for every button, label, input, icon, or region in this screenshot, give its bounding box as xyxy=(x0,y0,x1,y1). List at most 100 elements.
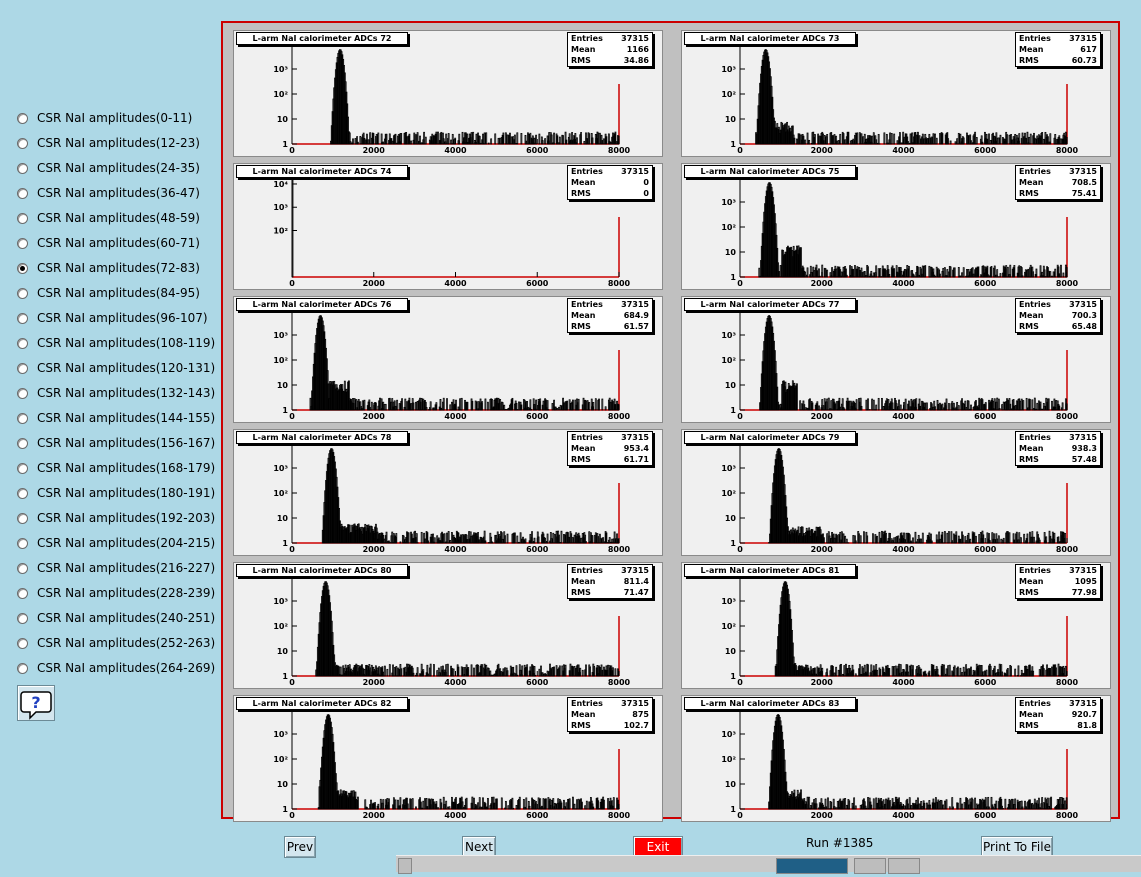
radio-button[interactable] xyxy=(17,238,28,249)
histogram-bin xyxy=(922,533,923,543)
histogram-bin xyxy=(1033,537,1034,543)
x-tick-label: 0 xyxy=(737,412,743,421)
channel-group-label: CSR NaI amplitudes(168-179) xyxy=(37,461,215,475)
histogram-bin xyxy=(371,402,372,410)
radio-button[interactable] xyxy=(17,613,28,624)
radio-button[interactable] xyxy=(17,588,28,599)
histogram-bin xyxy=(881,398,882,410)
channel-group-option[interactable]: CSR NaI amplitudes(228-239) xyxy=(17,583,215,603)
channel-group-option[interactable]: CSR NaI amplitudes(132-143) xyxy=(17,383,215,403)
stats-key: RMS xyxy=(1019,587,1039,598)
histogram-bin xyxy=(378,133,379,144)
histogram-bin xyxy=(873,799,874,809)
radio-button[interactable] xyxy=(17,263,28,274)
stats-value: 1095 xyxy=(1075,576,1097,587)
channel-group-option[interactable]: CSR NaI amplitudes(36-47) xyxy=(17,183,200,203)
channel-group-label: CSR NaI amplitudes(72-83) xyxy=(37,261,200,275)
radio-button[interactable] xyxy=(17,113,28,124)
channel-group-option[interactable]: CSR NaI amplitudes(108-119) xyxy=(17,333,215,353)
taskbar-button[interactable] xyxy=(854,858,886,874)
histogram-pad: 0200040006000800011010²10³10⁴L-arm NaI c… xyxy=(681,562,1111,689)
histogram-bin xyxy=(836,667,837,676)
taskbar-window-button[interactable] xyxy=(776,858,848,874)
channel-group-option[interactable]: CSR NaI amplitudes(72-83) xyxy=(17,258,200,278)
radio-button[interactable] xyxy=(17,638,28,649)
histogram-bin xyxy=(355,138,356,144)
taskbar-grip[interactable] xyxy=(398,858,412,874)
histogram-bin xyxy=(809,797,810,809)
channel-group-option[interactable]: CSR NaI amplitudes(156-167) xyxy=(17,433,215,453)
histogram-bin xyxy=(505,133,506,144)
channel-group-option[interactable]: CSR NaI amplitudes(120-131) xyxy=(17,358,215,378)
channel-group-option[interactable]: CSR NaI amplitudes(144-155) xyxy=(17,408,215,428)
histogram-bin xyxy=(872,534,873,543)
channel-group-option[interactable]: CSR NaI amplitudes(204-215) xyxy=(17,533,215,553)
y-tick-label: 1 xyxy=(730,539,736,548)
stats-key: RMS xyxy=(1019,321,1039,332)
radio-button[interactable] xyxy=(17,663,28,674)
histogram-bin xyxy=(387,669,388,676)
radio-button[interactable] xyxy=(17,188,28,199)
channel-group-option[interactable]: CSR NaI amplitudes(84-95) xyxy=(17,283,200,303)
y-tick-label: 10⁴ xyxy=(273,180,288,189)
channel-group-option[interactable]: CSR NaI amplitudes(24-35) xyxy=(17,158,200,178)
stats-value: 708.5 xyxy=(1072,177,1097,188)
taskbar-button[interactable] xyxy=(888,858,920,874)
channel-group-option[interactable]: CSR NaI amplitudes(192-203) xyxy=(17,508,215,528)
histogram-bin xyxy=(586,801,587,809)
histogram-bin xyxy=(1065,801,1066,809)
radio-button[interactable] xyxy=(17,388,28,399)
radio-button[interactable] xyxy=(17,163,28,174)
histogram-bin xyxy=(484,133,485,144)
radio-button[interactable] xyxy=(17,513,28,524)
histogram-bin xyxy=(460,399,461,410)
channel-group-option[interactable]: CSR NaI amplitudes(168-179) xyxy=(17,458,215,478)
channel-group-option[interactable]: CSR NaI amplitudes(252-263) xyxy=(17,633,215,653)
radio-button[interactable] xyxy=(17,538,28,549)
histogram-bin xyxy=(526,798,527,809)
channel-group-option[interactable]: CSR NaI amplitudes(216-227) xyxy=(17,558,215,578)
channel-group-option[interactable]: CSR NaI amplitudes(180-191) xyxy=(17,483,215,503)
histogram-bin xyxy=(942,404,943,410)
channel-group-option[interactable]: CSR NaI amplitudes(12-23) xyxy=(17,133,200,153)
histogram-bin xyxy=(1018,666,1019,676)
histogram-bin xyxy=(618,808,619,809)
histogram-bin xyxy=(473,132,474,144)
radio-button[interactable] xyxy=(17,338,28,349)
radio-button[interactable] xyxy=(17,313,28,324)
histogram-bin xyxy=(919,136,920,144)
radio-button[interactable] xyxy=(17,213,28,224)
radio-button[interactable] xyxy=(17,438,28,449)
histogram-bin xyxy=(838,535,839,543)
histogram-bin xyxy=(929,266,930,277)
radio-button[interactable] xyxy=(17,288,28,299)
histogram-bin xyxy=(608,799,609,809)
radio-button[interactable] xyxy=(17,363,28,374)
radio-button[interactable] xyxy=(17,488,28,499)
prev-button[interactable]: Prev xyxy=(284,836,316,858)
histogram-bin xyxy=(840,134,841,144)
channel-group-option[interactable]: CSR NaI amplitudes(96-107) xyxy=(17,308,208,328)
y-tick-label: 10² xyxy=(273,755,288,764)
channel-group-option[interactable]: CSR NaI amplitudes(48-59) xyxy=(17,208,200,228)
y-tick-label: 1 xyxy=(730,805,736,814)
histogram-bin xyxy=(1037,403,1038,410)
channel-group-option[interactable]: CSR NaI amplitudes(264-269) xyxy=(17,658,215,678)
radio-button[interactable] xyxy=(17,563,28,574)
channel-group-label: CSR NaI amplitudes(12-23) xyxy=(37,136,200,150)
histogram-bin xyxy=(989,134,990,144)
radio-button[interactable] xyxy=(17,413,28,424)
x-tick-label: 0 xyxy=(737,545,743,554)
histogram-bin xyxy=(447,664,448,676)
stats-key: Mean xyxy=(571,44,595,55)
stats-key: Mean xyxy=(1019,177,1043,188)
channel-group-option[interactable]: CSR NaI amplitudes(0-11) xyxy=(17,108,192,128)
help-button[interactable]: ? xyxy=(17,685,55,721)
histogram-bin xyxy=(895,666,896,676)
channel-group-option[interactable]: CSR NaI amplitudes(240-251) xyxy=(17,608,215,628)
channel-group-option[interactable]: CSR NaI amplitudes(60-71) xyxy=(17,233,200,253)
radio-button[interactable] xyxy=(17,138,28,149)
y-tick-label: 10 xyxy=(277,514,289,523)
radio-button[interactable] xyxy=(17,463,28,474)
